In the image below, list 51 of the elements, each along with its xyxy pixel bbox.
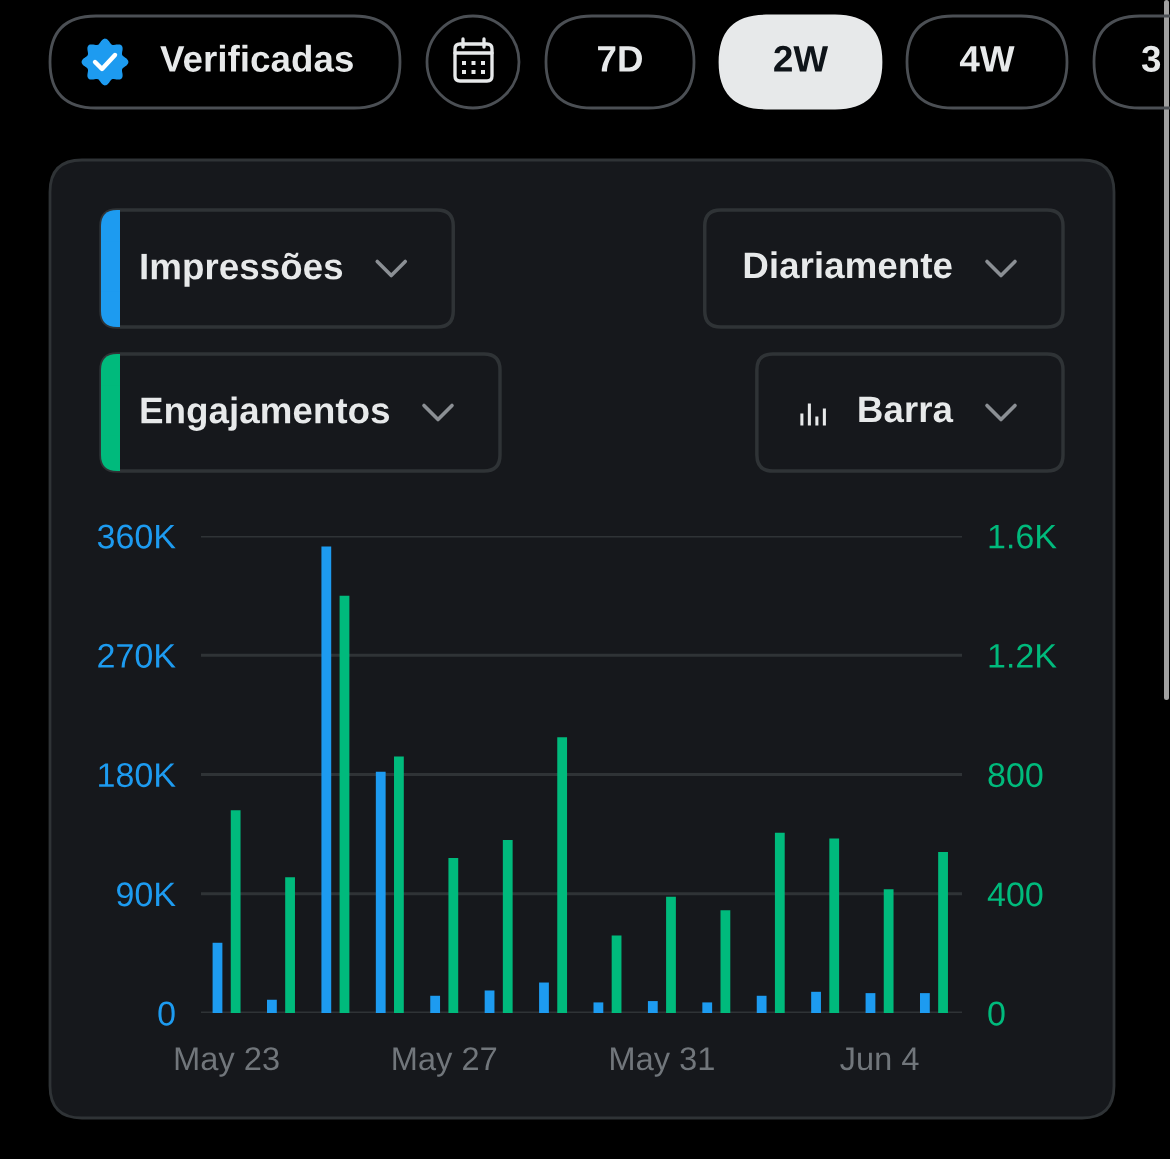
bar	[611, 935, 622, 1013]
text: 3	[1141, 45, 1161, 72]
bar	[539, 982, 549, 1013]
text: 4W	[959, 46, 1015, 72]
bar	[448, 857, 459, 1013]
bar	[502, 840, 513, 1013]
text: Verificadas	[160, 44, 353, 72]
y2-tick-label: 1.6K	[989, 524, 1057, 549]
x-tick-label: May 31	[611, 1047, 714, 1077]
bar	[756, 995, 767, 1013]
bar	[865, 993, 876, 1013]
bar	[285, 877, 295, 1013]
x-tick-label: May 27	[393, 1047, 497, 1077]
bar	[267, 999, 277, 1013]
bar	[375, 771, 386, 1013]
y-tick-label: 90K	[117, 882, 176, 907]
bar	[593, 1002, 604, 1013]
text: 2W	[774, 45, 829, 72]
bar	[230, 810, 241, 1013]
bar	[829, 838, 840, 1013]
y2-tick-label: 0	[988, 1001, 1005, 1026]
y-tick-label: 270K	[98, 643, 176, 668]
bar	[212, 942, 223, 1013]
bar	[811, 991, 821, 1013]
text: Barra	[859, 396, 954, 423]
bar	[430, 995, 441, 1013]
bar	[484, 990, 495, 1013]
x-tick-label: Jun 4	[840, 1047, 919, 1071]
bar	[666, 896, 676, 1013]
bar	[702, 1002, 713, 1013]
bar	[394, 756, 404, 1013]
text: Diariamente	[744, 251, 952, 279]
bar	[883, 889, 894, 1013]
text: 7D	[598, 46, 642, 72]
bar	[339, 595, 350, 1013]
bar	[938, 852, 948, 1013]
bar	[557, 737, 568, 1013]
y-tick-label: 360K	[97, 524, 176, 549]
y2-tick-label: 1.2K	[989, 643, 1057, 668]
bar	[774, 832, 785, 1013]
y-tick-label: 0	[158, 1001, 175, 1026]
bar	[720, 910, 731, 1013]
y2-tick-label: 400	[987, 882, 1043, 907]
bar	[321, 546, 332, 1013]
bar	[647, 1001, 658, 1013]
bar	[919, 993, 930, 1013]
x-tick-label: May 23	[175, 1047, 279, 1077]
legend-label: Engajamentos	[141, 396, 390, 431]
y-tick-label: 180K	[99, 763, 176, 788]
legend-label: Impressões	[141, 252, 343, 287]
y2-tick-label: 800	[988, 763, 1043, 788]
